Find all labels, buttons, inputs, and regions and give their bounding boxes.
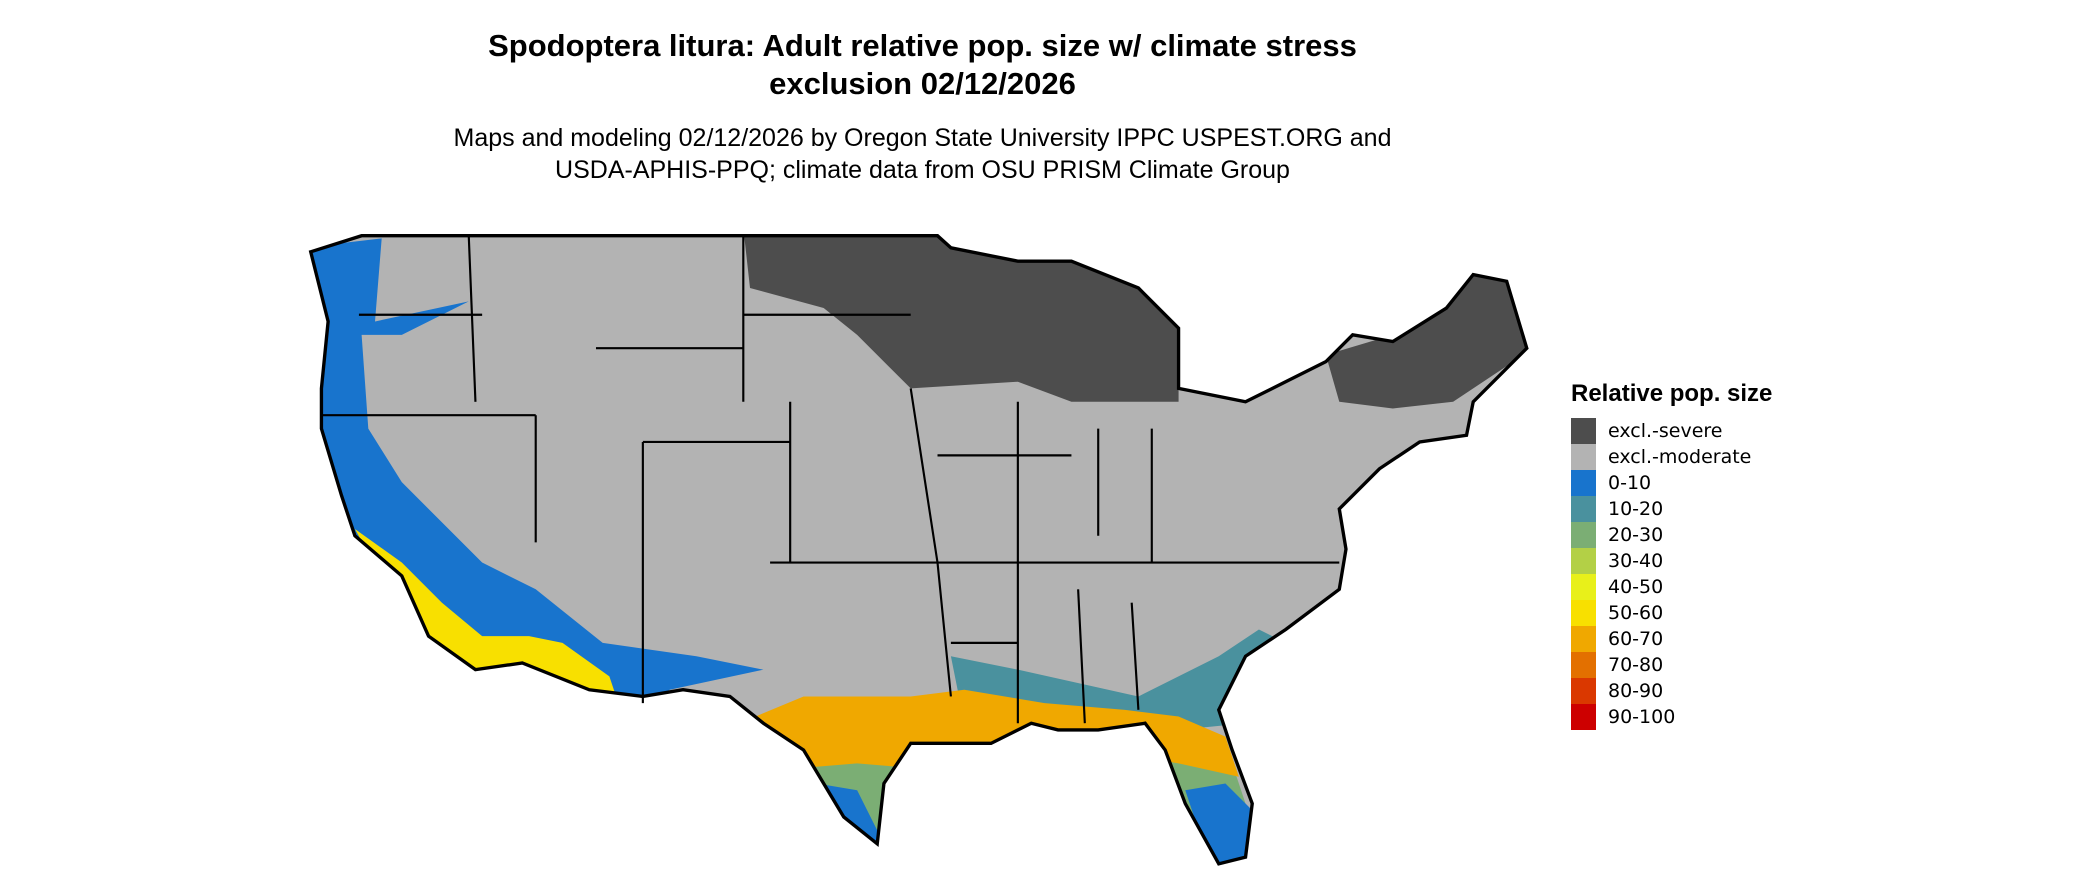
legend-item: 0-10 <box>1571 470 1772 496</box>
legend-label: 90-100 <box>1608 706 1676 728</box>
subtitle-line-1: Maps and modeling 02/12/2026 by Oregon S… <box>453 124 1392 152</box>
map-title: Spodoptera litura: Adult relative pop. s… <box>0 27 1845 103</box>
legend-label: 40-50 <box>1608 576 1664 598</box>
legend-title: Relative pop. size <box>1571 380 1773 407</box>
legend-item: 30-40 <box>1571 548 1772 574</box>
legend-swatch <box>1571 678 1596 704</box>
legend-label: 60-70 <box>1608 628 1664 650</box>
us-outline <box>308 234 1529 866</box>
legend: Relative pop. size excl.-severe excl.-mod… <box>1571 380 1772 730</box>
legend-item: 50-60 <box>1571 600 1772 626</box>
legend-swatch <box>1571 444 1596 470</box>
legend-item: 20-30 <box>1571 522 1772 548</box>
legend-swatch <box>1571 418 1596 444</box>
legend-swatch <box>1571 600 1596 626</box>
subtitle-line-2: USDA-APHIS-PPQ; climate data from OSU PR… <box>555 156 1290 184</box>
legend-item: excl.-severe <box>1571 418 1772 444</box>
legend-item: 60-70 <box>1571 626 1772 652</box>
high-pop-region-southwest <box>354 529 617 697</box>
map-subtitle: Maps and modeling 02/12/2026 by Oregon S… <box>0 122 1845 186</box>
legend-label: 50-60 <box>1608 602 1664 624</box>
legend-item: 80-90 <box>1571 678 1772 704</box>
legend-swatch <box>1571 626 1596 652</box>
legend-label: 80-90 <box>1608 680 1664 702</box>
legend-label: excl.-moderate <box>1608 446 1752 468</box>
coastal-low-region-florida <box>1185 783 1253 864</box>
legend-label: 20-30 <box>1608 524 1664 546</box>
legend-swatch <box>1571 548 1596 574</box>
state-borders <box>321 235 1340 724</box>
legend-swatch <box>1571 522 1596 548</box>
legend-label: 30-40 <box>1608 550 1664 572</box>
high-pop-region-gulf <box>723 689 1239 777</box>
excl-severe-region-northeast <box>1325 267 1527 409</box>
legend-swatch <box>1571 470 1596 496</box>
legend-item: excl.-moderate <box>1571 444 1772 470</box>
legend-item: 90-100 <box>1571 704 1772 730</box>
title-line-1: Spodoptera litura: Adult relative pop. s… <box>488 28 1357 63</box>
legend-swatch <box>1571 496 1596 522</box>
legend-swatch <box>1571 574 1596 600</box>
legend-item: 70-80 <box>1571 652 1772 678</box>
legend-label: 0-10 <box>1608 472 1652 494</box>
legend-swatch <box>1571 704 1596 730</box>
legend-label: 10-20 <box>1608 498 1664 520</box>
title-line-2: exclusion 02/12/2026 <box>769 66 1076 101</box>
legend-item: 10-20 <box>1571 496 1772 522</box>
legend-label: excl.-severe <box>1608 420 1723 442</box>
excl-severe-region-north <box>743 235 1179 402</box>
legend-label: 70-80 <box>1608 654 1664 676</box>
legend-item: 40-50 <box>1571 574 1772 600</box>
legend-swatch <box>1571 652 1596 678</box>
